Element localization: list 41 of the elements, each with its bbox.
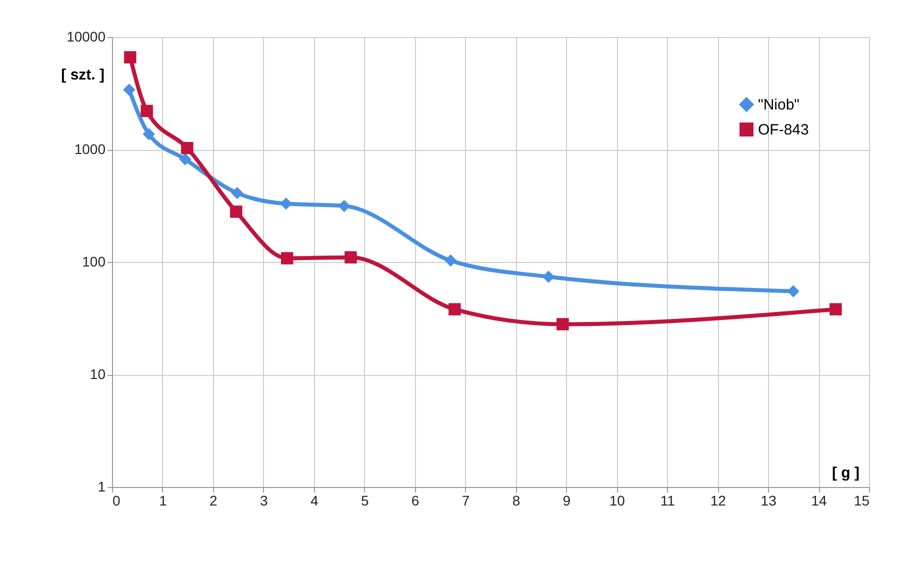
point [556,318,569,330]
point [542,270,555,283]
x-tick-label: 13 [760,492,777,508]
point [338,200,350,212]
legend-label: OF-843 [758,122,809,138]
point [830,303,842,316]
x-tick-label: 7 [462,492,470,508]
x-tick-label: 4 [310,492,318,508]
point [179,153,192,166]
x-tick-label: 12 [710,492,726,508]
x-tick-label: 1 [159,492,168,508]
x-tick-label: 11 [660,492,676,508]
x-tick-label: 8 [512,492,520,508]
x-tick-label: 6 [411,492,420,508]
x-axis-title: [ g ] [832,464,860,482]
y-tick-label: 100 [82,254,106,270]
x-tick-label: 3 [260,492,268,508]
point [230,206,242,218]
point [344,251,357,264]
y-tick-label: 1 [98,478,106,494]
x-tick-label: 15 [854,492,870,508]
x-tick-label: 0 [112,492,120,508]
point [448,303,461,316]
y-tick-label: 1000 [74,141,106,157]
point [124,51,136,64]
legend-label: "Niob" [758,96,800,114]
y-tick-label: 10 [90,366,106,382]
x-tick-label: 2 [210,492,218,508]
point [280,252,294,264]
point [140,104,153,118]
point [142,128,155,140]
y-axis-title: [ szt. ] [61,66,104,84]
x-tick-label: 5 [360,492,369,508]
x-tick-label: 9 [562,492,571,508]
point [123,84,136,96]
point [444,254,457,267]
point [181,142,194,154]
x-tick-label: 10 [609,492,626,508]
y-tick-label: 10000 [66,28,106,44]
point [231,186,244,200]
x-tick-label: 14 [811,492,828,508]
